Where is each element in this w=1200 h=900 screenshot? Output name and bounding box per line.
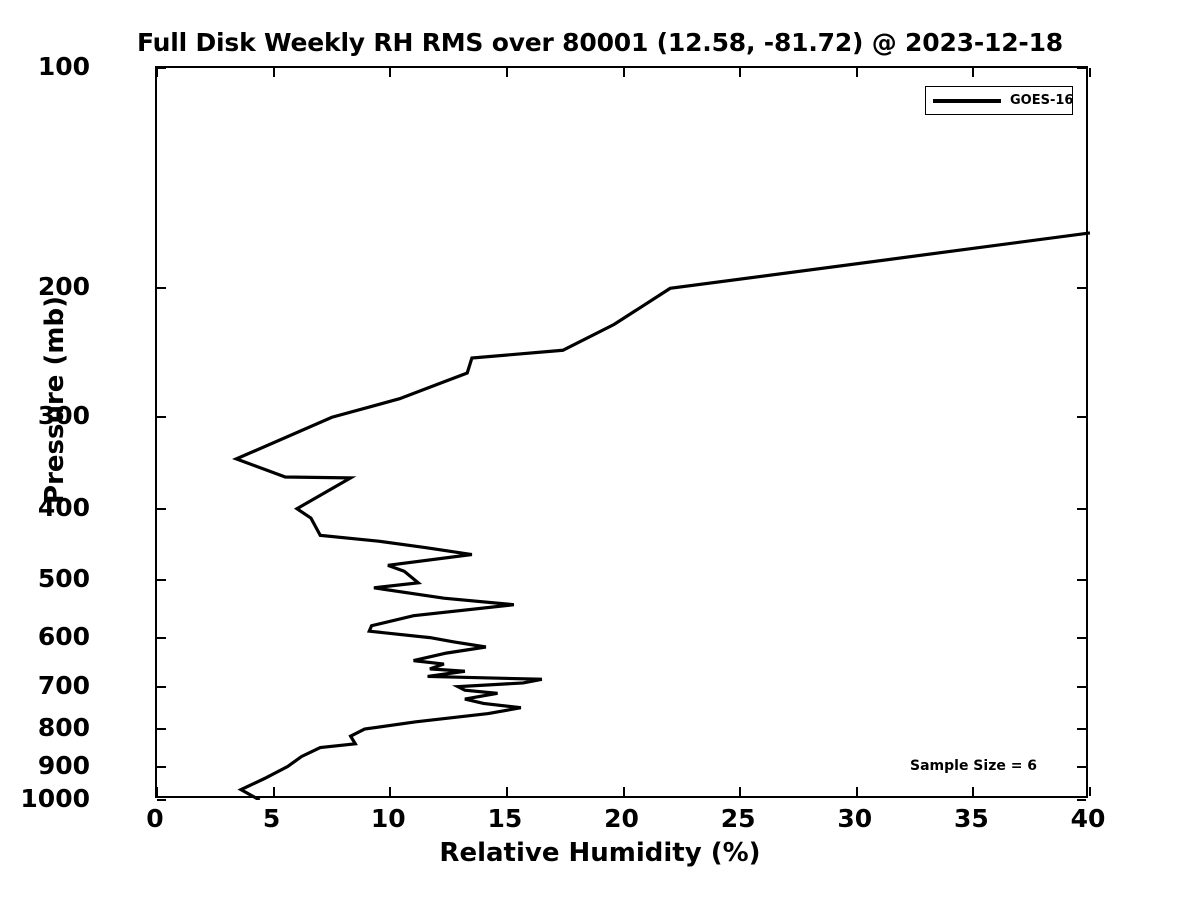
- x-axis-tick-top: [389, 68, 392, 77]
- y-axis-tick: [157, 728, 166, 731]
- x-axis-tick-label: 25: [720, 804, 756, 833]
- x-axis-tick-label: 20: [604, 804, 639, 833]
- y-axis-tick-label: 900: [37, 750, 90, 780]
- y-axis-tick: [157, 578, 166, 581]
- y-axis-tick-right: [1077, 685, 1086, 688]
- x-axis-tick: [972, 787, 975, 796]
- data-series-goes-16: [232, 231, 1090, 800]
- page-title: Full Disk Weekly RH RMS over 80001 (12.5…: [137, 28, 1063, 57]
- y-axis-tick: [157, 765, 166, 768]
- y-axis-tick-label: 800: [37, 713, 90, 743]
- x-axis-tick-top: [1089, 68, 1091, 77]
- x-axis-tick: [272, 787, 275, 796]
- plot-area: [155, 66, 1091, 801]
- y-axis-tick: [157, 507, 166, 510]
- x-axis-tick-top: [622, 68, 625, 77]
- x-axis-tick-label: 40: [1070, 804, 1106, 833]
- y-axis-tick-right: [1077, 765, 1086, 768]
- y-axis-tick-label: 1000: [20, 784, 90, 813]
- x-axis-tick: [622, 787, 625, 796]
- x-axis-tick: [739, 787, 742, 796]
- y-axis-tick: [157, 67, 166, 69]
- x-axis-tick-label: 35: [953, 804, 989, 833]
- y-axis-tick-label: 100: [37, 52, 90, 81]
- x-axis-tick: [389, 787, 392, 796]
- x-axis-tick-label: 15: [487, 804, 523, 833]
- x-axis-tick-top: [156, 68, 158, 77]
- x-axis-tick-top: [972, 68, 975, 77]
- x-axis-tick: [1089, 787, 1091, 796]
- y-axis-tick: [157, 287, 166, 290]
- x-axis-title: Relative Humidity (%): [439, 838, 761, 868]
- x-axis-tick-label: 10: [370, 804, 406, 833]
- x-axis-tick: [156, 787, 158, 796]
- data-line-svg: [232, 231, 1090, 800]
- x-axis-tick-label: 5: [262, 804, 281, 833]
- x-axis-tick-top: [272, 68, 275, 77]
- legend-line-swatch: [933, 98, 1001, 103]
- y-axis-tick-right: [1077, 67, 1086, 69]
- legend-label-goes-16: GOES-16: [1010, 93, 1074, 108]
- y-axis-tick-label: 300: [37, 401, 90, 431]
- y-axis-tick-right: [1077, 799, 1086, 801]
- y-axis-tick-label: 500: [37, 563, 90, 593]
- y-axis-tick-label: 700: [37, 670, 90, 700]
- y-axis-tick-right: [1077, 578, 1086, 581]
- y-axis-tick-right: [1077, 416, 1086, 419]
- y-axis-tick-right: [1077, 636, 1086, 639]
- y-axis-tick-right: [1077, 507, 1086, 510]
- legend: GOES-16: [925, 86, 1073, 115]
- y-axis-tick: [157, 636, 166, 639]
- y-axis-tick-label: 400: [37, 492, 90, 522]
- x-axis-tick-label: 30: [837, 804, 873, 833]
- y-axis-tick-label: 200: [37, 272, 90, 302]
- x-axis-tick: [855, 787, 858, 796]
- y-axis-tick: [157, 685, 166, 688]
- x-axis-tick-top: [855, 68, 858, 77]
- x-axis-tick-top: [739, 68, 742, 77]
- y-axis-tick: [157, 799, 166, 801]
- y-axis-tick: [157, 416, 166, 419]
- y-axis-tick-label: 600: [37, 621, 90, 651]
- x-axis-tick: [505, 787, 508, 796]
- y-axis-title: Pressure (mb): [40, 296, 70, 504]
- x-axis-tick-top: [505, 68, 508, 77]
- y-axis-tick-right: [1077, 728, 1086, 731]
- y-axis-tick-right: [1077, 287, 1086, 290]
- sample-size-annotation: Sample Size = 6: [910, 758, 1038, 774]
- x-axis-tick-label: 0: [146, 804, 164, 833]
